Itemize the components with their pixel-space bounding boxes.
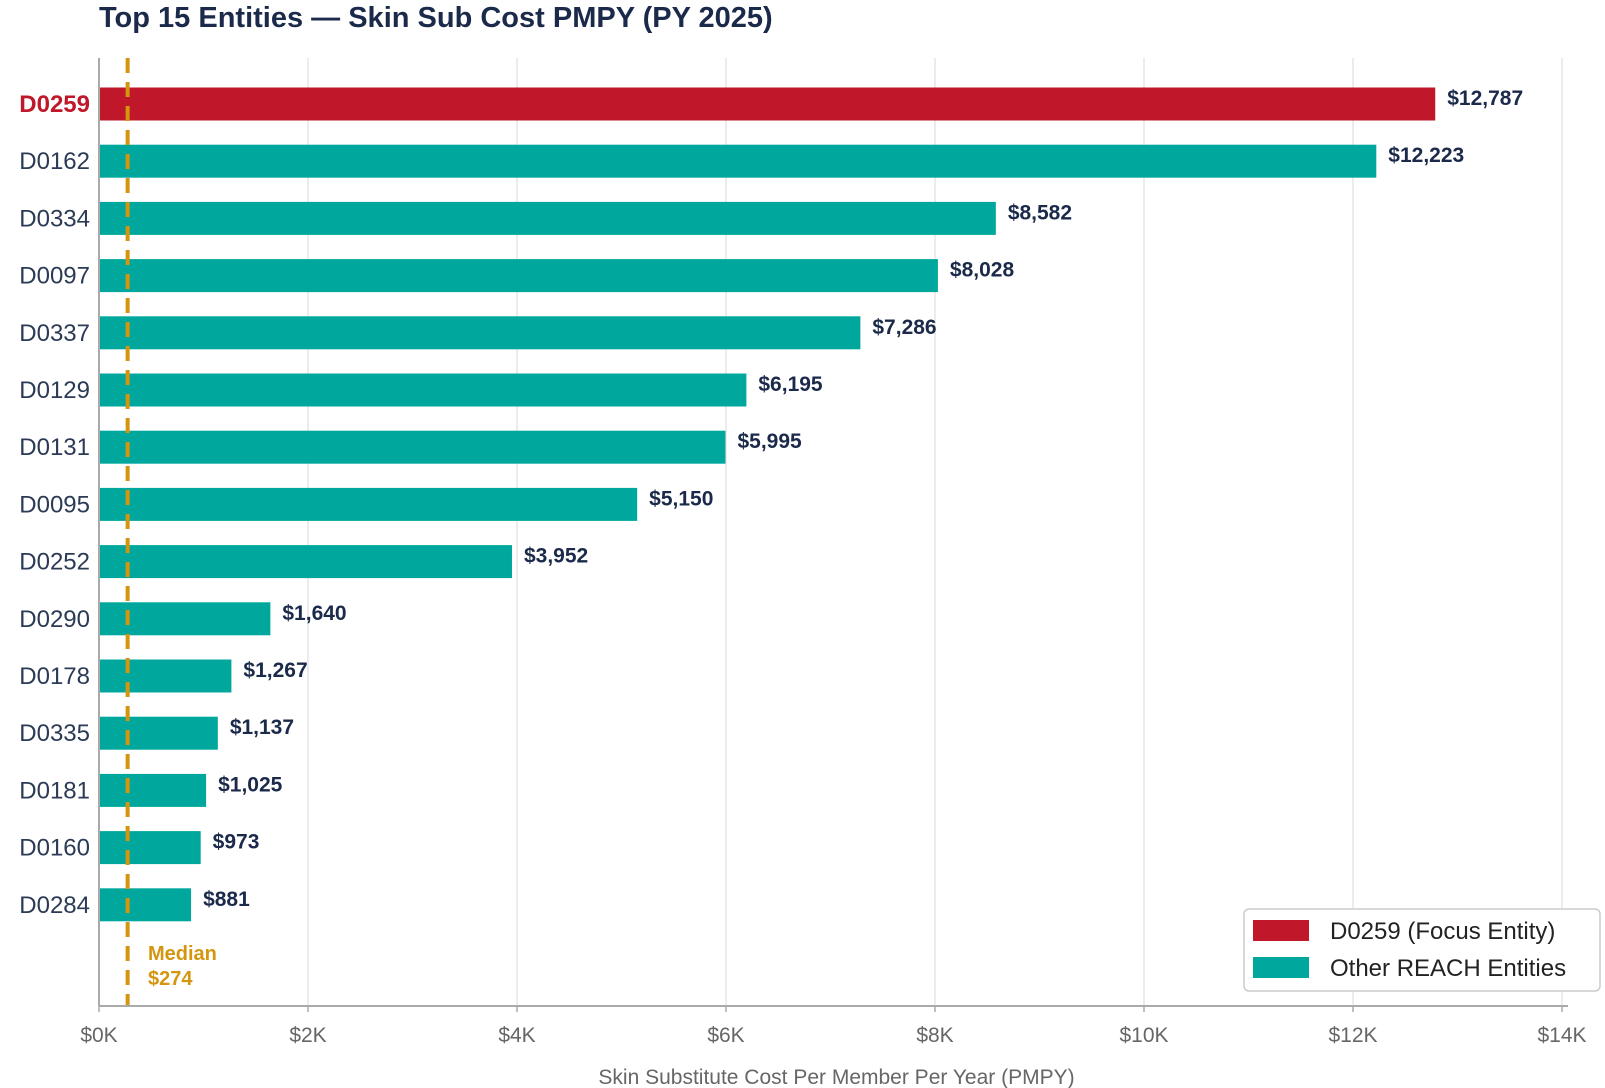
bar-d0129 xyxy=(99,373,747,407)
category-label: D0337 xyxy=(19,320,90,347)
value-label: $5,995 xyxy=(737,430,802,453)
category-label: D0252 xyxy=(19,549,90,576)
value-label: $8,028 xyxy=(950,259,1015,282)
bar-d0290 xyxy=(99,602,271,636)
legend-swatch xyxy=(1253,920,1309,941)
category-label: D0181 xyxy=(19,777,90,804)
x-axis-title: Skin Substitute Cost Per Member Per Year… xyxy=(598,1066,1074,1088)
x-tick-label: $14K xyxy=(1537,1024,1586,1047)
category-label: D0259 xyxy=(19,91,90,118)
legend-box xyxy=(1243,908,1601,992)
value-label: $12,787 xyxy=(1447,87,1523,110)
x-tick-label: $8K xyxy=(916,1024,953,1047)
bar-d0181 xyxy=(99,773,207,807)
value-label: $973 xyxy=(213,831,260,854)
category-label: D0335 xyxy=(19,720,90,747)
bar-d0252 xyxy=(99,545,512,579)
category-label: D0095 xyxy=(19,491,90,518)
value-label: $8,582 xyxy=(1008,201,1072,224)
grid-lines xyxy=(307,58,1563,1006)
category-label: D0334 xyxy=(19,205,90,232)
axes: $0K $2K $4K $6K $8K $10K $12K $14K Skin Substitu… xyxy=(80,58,1587,1088)
bar-d0095 xyxy=(99,487,638,521)
bar-d0162 xyxy=(99,144,1377,178)
category-label: D0129 xyxy=(19,377,90,404)
bar-d0334 xyxy=(99,201,996,235)
value-label: $6,195 xyxy=(758,373,823,396)
value-label: $7,286 xyxy=(872,316,936,339)
x-tick-label: $12K xyxy=(1328,1024,1377,1047)
bar-d0178 xyxy=(99,659,232,693)
bar-d0160 xyxy=(99,831,201,865)
category-label: D0097 xyxy=(19,263,90,290)
bar-d0337 xyxy=(99,316,861,350)
legend-swatch xyxy=(1253,957,1309,978)
value-label: $12,223 xyxy=(1388,144,1464,167)
x-tick-label: $0K xyxy=(80,1024,117,1047)
category-label: D0162 xyxy=(19,148,90,175)
bar-d0097 xyxy=(99,259,938,293)
bar-d0259 xyxy=(99,87,1436,121)
median-label: Median xyxy=(148,943,217,965)
bar-d0284 xyxy=(99,888,192,922)
value-label: $881 xyxy=(203,888,250,911)
median-marker: Median $274 xyxy=(125,58,217,1006)
category-label: D0178 xyxy=(19,663,90,690)
x-tick-label: $10K xyxy=(1119,1024,1168,1047)
value-label: $1,640 xyxy=(282,602,346,625)
category-label: D0131 xyxy=(19,434,90,461)
legend-label: Other REACH Entities xyxy=(1330,955,1566,982)
x-tick-label: $4K xyxy=(498,1024,535,1047)
value-label: $3,952 xyxy=(524,545,588,568)
bars: D0259 $12,787 D0162 $12,223 D0334 $8,582 D0097… xyxy=(19,87,1523,922)
value-label: $1,267 xyxy=(243,659,307,682)
legend: D0259 (Focus Entity) Other REACH Entities xyxy=(1243,908,1601,992)
category-label: D0284 xyxy=(19,892,90,919)
x-tick-label: $6K xyxy=(707,1024,744,1047)
value-label: $1,137 xyxy=(230,716,294,739)
bar-d0131 xyxy=(99,430,726,464)
x-tick-label: $2K xyxy=(289,1024,326,1047)
chart-title: Top 15 Entities — Skin Sub Cost PMPY (PY… xyxy=(99,2,773,34)
category-label: D0160 xyxy=(19,835,90,862)
category-label: D0290 xyxy=(19,606,90,633)
value-label: $5,150 xyxy=(649,487,713,510)
bar-d0335 xyxy=(99,716,218,750)
value-label: $1,025 xyxy=(218,773,283,796)
median-value-label: $274 xyxy=(148,968,193,990)
legend-label: D0259 (Focus Entity) xyxy=(1330,918,1555,945)
